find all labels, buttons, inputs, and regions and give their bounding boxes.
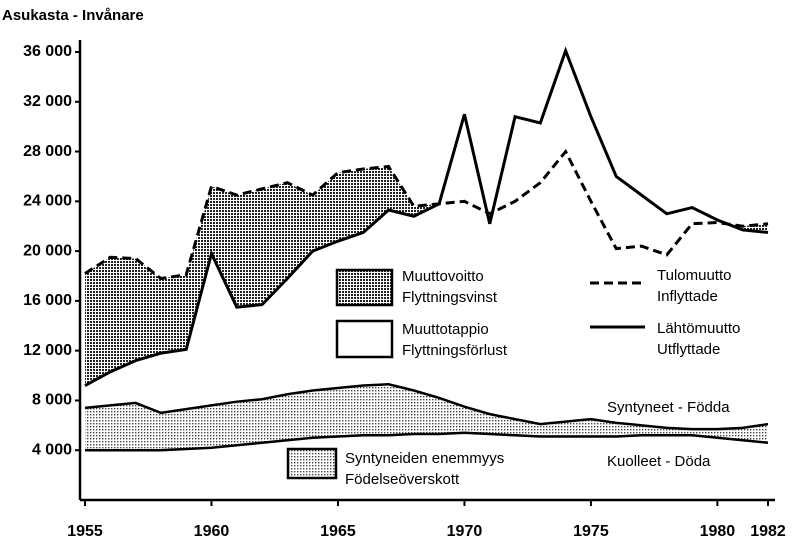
y-tick-label: 8 000 [32, 392, 72, 409]
x-tick-label: 1960 [194, 523, 230, 540]
legend-label: Flyttningsförlust [402, 342, 508, 359]
legend-label: Inflyttade [657, 288, 718, 305]
x-tick-label: 1975 [573, 523, 609, 540]
x-tick-label: 1965 [320, 523, 356, 540]
y-tick-label: 12 000 [23, 342, 72, 359]
legend-swatch [335, 319, 394, 359]
x-tick-label: 1980 [700, 523, 736, 540]
y-tick-label: 24 000 [23, 193, 72, 210]
legend-swatch [286, 447, 338, 480]
legend-label: Tulomuutto [657, 267, 731, 284]
legend-label: Utflyttade [657, 341, 720, 358]
y-axis-label: Asukasta - Invånare [2, 7, 144, 24]
legend-label: Muuttotappio [402, 321, 489, 338]
line [85, 431, 769, 452]
x-tick-label: 1955 [67, 523, 103, 540]
legend-label: Flyttningsvinst [402, 289, 498, 306]
y-tick-label: 36 000 [23, 43, 72, 60]
y-tick-label: 20 000 [23, 242, 72, 259]
series-label: Syntyneet - Födda [607, 399, 730, 416]
y-tick-label: 28 000 [23, 143, 72, 160]
line [84, 46, 769, 387]
line [84, 148, 769, 281]
line [84, 383, 769, 431]
y-tick-label: 16 000 [23, 292, 72, 309]
legend-label: Lähtömuutto [657, 320, 740, 337]
x-tick-label: 1970 [447, 523, 483, 540]
y-tick-label: 32 000 [23, 93, 72, 110]
legend-label: Födelseöverskott [345, 471, 460, 488]
x-tick-label: 1982 [750, 523, 786, 540]
legend-label: Syntyneiden enemmyys [345, 450, 504, 467]
y-tick-label: 4 000 [32, 441, 72, 458]
series-label: Kuolleet - Döda [607, 453, 711, 470]
legend-label: Muuttovoitto [402, 268, 484, 285]
legend-swatch [335, 268, 394, 307]
